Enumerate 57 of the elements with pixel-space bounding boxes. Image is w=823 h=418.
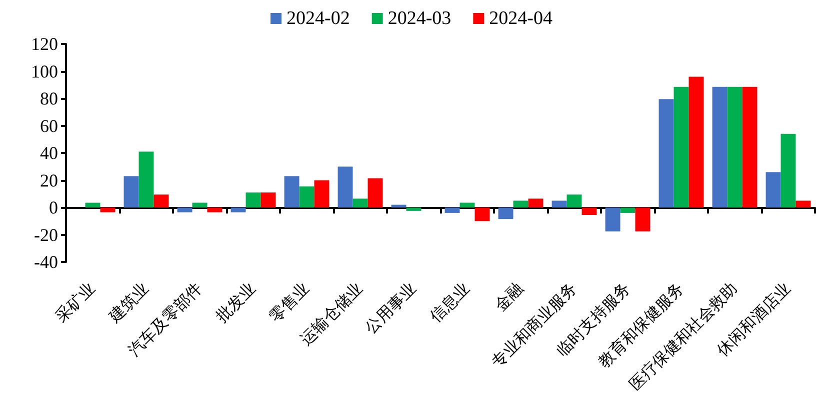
- bar: [658, 99, 674, 208]
- bar: [528, 198, 544, 208]
- bar: [368, 178, 383, 208]
- x-tick-label: 公用事业: [362, 279, 420, 338]
- bar: [246, 192, 261, 208]
- bar: [674, 86, 689, 208]
- bar: [406, 208, 422, 211]
- bar: [230, 208, 246, 212]
- bar: [299, 186, 314, 208]
- bar: [460, 202, 475, 208]
- legend-label: 2024-04: [489, 8, 553, 29]
- bar: [338, 166, 353, 208]
- bar: [766, 172, 781, 208]
- bar: [391, 204, 406, 208]
- x-tick-label: 批发业: [212, 279, 260, 326]
- bar: [727, 86, 742, 208]
- legend-label: 2024-03: [388, 8, 452, 29]
- bar: [688, 76, 704, 208]
- bar: [605, 208, 620, 232]
- bar: [85, 202, 100, 208]
- y-tick-label: 20: [40, 170, 58, 190]
- bar: [552, 200, 567, 208]
- y-tick-label: 120: [31, 34, 58, 54]
- bar: [742, 86, 758, 208]
- bar: [712, 86, 728, 208]
- bar: [498, 208, 514, 220]
- y-tick-label: 40: [40, 143, 58, 163]
- bar: [100, 208, 116, 212]
- bar: [444, 208, 460, 213]
- legend-label: 2024-02: [286, 8, 350, 29]
- bar: [796, 200, 811, 208]
- bar: [124, 176, 139, 208]
- y-tick-label: 100: [31, 61, 58, 82]
- y-tick-label: -20: [34, 224, 58, 245]
- y-tick-label: -40: [34, 252, 58, 272]
- bar: [566, 194, 582, 208]
- bar: [207, 208, 222, 212]
- x-tick-label: 金融: [491, 279, 527, 315]
- y-tick-label: 60: [40, 116, 58, 136]
- bar: [780, 134, 796, 208]
- bar: [192, 202, 208, 208]
- bar: [635, 208, 650, 232]
- bar: [138, 152, 154, 208]
- x-tick-label: 信息业: [426, 279, 474, 326]
- x-tick-label: 采矿业: [52, 279, 99, 326]
- bar: [620, 208, 636, 213]
- bar: [314, 180, 330, 208]
- bar: [352, 198, 368, 208]
- bar: [474, 208, 490, 222]
- bar: [260, 192, 276, 208]
- bar: [154, 194, 169, 208]
- y-tick-label: 80: [40, 88, 58, 108]
- bar: [582, 208, 597, 215]
- bar: [513, 200, 528, 208]
- y-tick-label: 0: [49, 198, 58, 218]
- bar: [284, 176, 300, 208]
- bar: [177, 208, 192, 212]
